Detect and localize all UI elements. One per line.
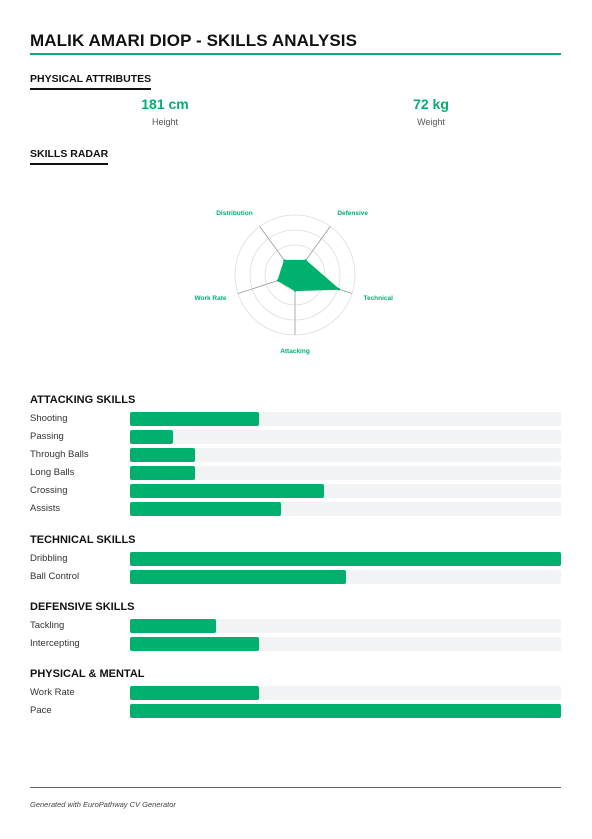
physical-and-mental-heading: PHYSICAL & MENTAL <box>30 668 145 680</box>
skill-bar-fill <box>130 570 346 584</box>
skill-bar-track <box>130 704 561 718</box>
footer-text: Generated with EuroPathway CV Generator <box>30 800 176 809</box>
skill-bar-fill <box>130 502 281 516</box>
skill-bar-track <box>130 637 561 651</box>
skill-row-intercepting: Intercepting <box>30 637 561 651</box>
skill-label: Intercepting <box>30 638 80 649</box>
radar-axis-label: Distribution <box>216 210 252 217</box>
skill-bar-track <box>130 430 561 444</box>
weight-label: Weight <box>417 117 445 127</box>
technical-skills-heading: TECHNICAL SKILLS <box>30 534 136 546</box>
skill-bar-track <box>130 412 561 426</box>
skill-row-shooting: Shooting <box>30 412 561 426</box>
skill-label: Shooting <box>30 413 68 424</box>
skills-radar-heading: SKILLS RADAR <box>30 148 109 165</box>
skill-row-assists: Assists <box>30 502 561 516</box>
skill-bar-track <box>130 502 561 516</box>
skill-row-pace: Pace <box>30 704 561 718</box>
radar-point <box>304 259 307 262</box>
skill-bar-fill <box>130 637 260 651</box>
skill-row-dribbling: Dribbling <box>30 552 561 566</box>
skill-bar-fill <box>130 704 561 718</box>
skill-row-through-balls: Through Balls <box>30 448 561 462</box>
height-label: Height <box>151 117 178 127</box>
footer-divider <box>30 787 561 788</box>
skill-bar-fill <box>130 686 260 700</box>
radar-axis-label: Attacking <box>280 348 310 355</box>
radar-point <box>276 279 280 282</box>
radar-point <box>293 289 297 292</box>
skill-label: Passing <box>30 431 64 442</box>
radar-axis-label: Technical <box>363 295 393 302</box>
radar-data-polygon <box>277 259 341 292</box>
skill-row-long-balls: Long Balls <box>30 466 561 480</box>
skill-bar-track <box>130 570 561 584</box>
skill-row-passing: Passing <box>30 430 561 444</box>
skill-bar-track <box>130 484 561 498</box>
attacking-skills-heading: ATTACKING SKILLS <box>30 394 136 406</box>
radar-point <box>337 288 341 291</box>
skill-label: Dribbling <box>30 553 68 564</box>
skill-bar-fill <box>130 430 174 444</box>
skill-row-ball-control: Ball Control <box>30 570 561 584</box>
skill-bar-fill <box>130 619 217 633</box>
skill-label: Long Balls <box>30 467 75 478</box>
skill-label: Pace <box>30 705 52 716</box>
title-divider <box>30 53 561 55</box>
weight-attribute: 72 kg Weight <box>361 96 501 127</box>
skill-bar-track <box>130 448 561 462</box>
skill-label: Assists <box>30 503 61 514</box>
skill-bar-fill <box>130 552 561 566</box>
skill-bar-track <box>130 619 561 633</box>
radar-axis-label: Work Rate <box>194 295 226 302</box>
skill-label: Through Balls <box>30 449 89 460</box>
skill-label: Crossing <box>30 485 68 496</box>
defensive-skills-heading: DEFENSIVE SKILLS <box>30 601 135 613</box>
skill-bar-track <box>130 686 561 700</box>
physical-attributes-heading: PHYSICAL ATTRIBUTES <box>30 73 152 90</box>
radar-axis-label: Defensive <box>337 210 368 217</box>
skill-row-tackling: Tackling <box>30 619 561 633</box>
weight-value: 72 kg <box>413 96 449 112</box>
skill-bar-track <box>130 466 561 480</box>
skill-bar-track <box>130 552 561 566</box>
skill-bar-fill <box>130 466 195 480</box>
skill-row-crossing: Crossing <box>30 484 561 498</box>
height-value: 181 cm <box>141 96 189 112</box>
skill-label: Work Rate <box>30 687 75 698</box>
skill-bar-fill <box>130 448 195 462</box>
radar-point <box>283 259 286 262</box>
skill-bar-fill <box>130 484 324 498</box>
skill-label: Ball Control <box>30 571 80 582</box>
skills-radar-chart: Defensive Technical Attacking Work Rate Dist… <box>194 210 393 355</box>
height-attribute: 181 cm Height <box>95 96 235 127</box>
page-title: MALIK AMARI DIOP - SKILLS ANALYSIS <box>30 31 358 50</box>
skill-row-work-rate: Work Rate <box>30 686 561 700</box>
skill-label: Tackling <box>30 620 65 631</box>
skill-bar-fill <box>130 412 260 426</box>
